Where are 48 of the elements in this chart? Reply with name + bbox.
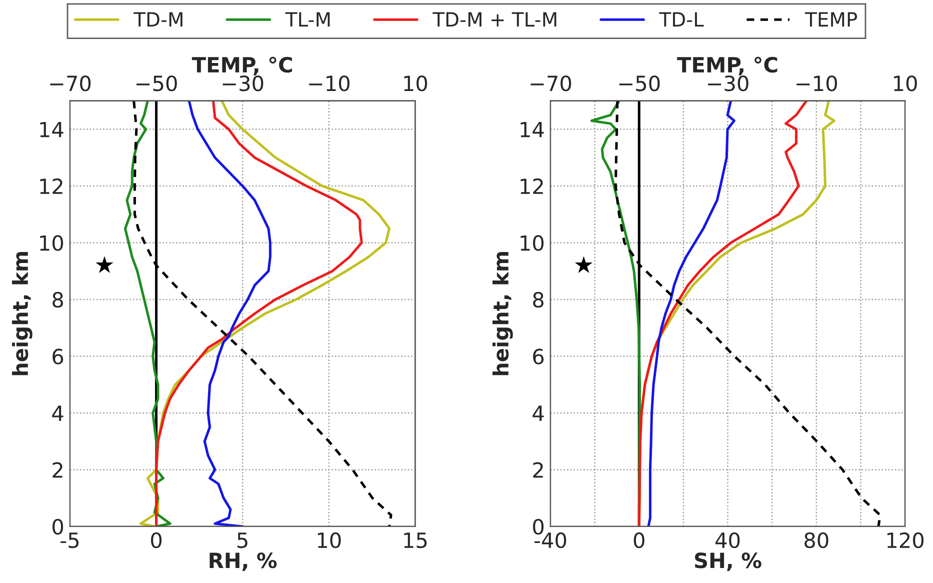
- legend-label: TEMP: [804, 12, 858, 26]
- y-tick-label: 12: [40, 178, 62, 194]
- y-tick-label: 14: [520, 122, 544, 138]
- x-tick-label: 0: [151, 532, 162, 548]
- x-tick-label: 15: [404, 532, 427, 548]
- y-axis-title: height, km: [492, 252, 513, 376]
- y-axis-title: height, km: [12, 252, 32, 376]
- y-tick-label: 2: [52, 462, 62, 478]
- x-tick-label: -5: [60, 532, 79, 548]
- x2-tick-label: −10: [309, 76, 350, 92]
- legend-label: TL-M: [285, 12, 330, 26]
- legend-label: TD-M + TL-M: [432, 12, 556, 26]
- x-axis-title: SH, %: [694, 552, 762, 571]
- x-tick-label: 120: [887, 532, 924, 548]
- y-tick-label: 6: [52, 348, 64, 364]
- x2-axis-title: TEMP, °C: [192, 56, 292, 76]
- line-series: [188, 100, 272, 526]
- x2-axis-title: TEMP, °C: [677, 56, 778, 76]
- x2-tick-label: 10: [894, 76, 917, 92]
- legend-label: TD-M: [134, 12, 182, 26]
- y-tick-label: 4: [532, 406, 544, 421]
- x2-tick-label: −10: [796, 76, 837, 92]
- x-tick-label: 0: [634, 532, 644, 548]
- y-tick-label: 14: [40, 122, 64, 138]
- legend-label: TD-L: [659, 12, 704, 26]
- x2-tick-label: −50: [619, 76, 660, 92]
- line-series: [647, 100, 736, 526]
- x2-tick-label: −70: [530, 76, 572, 92]
- x2-tick-label: 10: [404, 76, 428, 92]
- y-tick-label: 4: [52, 406, 64, 421]
- y-tick-label: 6: [533, 348, 544, 364]
- x-tick-label: 5: [238, 532, 248, 548]
- x2-tick-label: −30: [708, 76, 748, 92]
- x2-tick-label: −70: [50, 76, 91, 92]
- x-axis-title: RH, %: [210, 552, 277, 571]
- y-tick-label: 2: [533, 462, 543, 478]
- x-tick-label: 80: [804, 532, 828, 548]
- x2-tick-label: −50: [136, 76, 177, 92]
- x2-tick-label: −30: [222, 76, 264, 92]
- y-tick-label: 10: [40, 235, 64, 251]
- y-tick-label: 12: [520, 178, 543, 194]
- line-series: [155, 100, 363, 526]
- y-tick-label: 10: [520, 235, 544, 251]
- y-tick-label: 8: [52, 292, 63, 308]
- y-tick-label: 0: [52, 518, 64, 535]
- x-tick-label: 10: [318, 532, 341, 548]
- x-tick-label: 40: [716, 532, 740, 548]
- y-tick-label: 8: [533, 292, 544, 308]
